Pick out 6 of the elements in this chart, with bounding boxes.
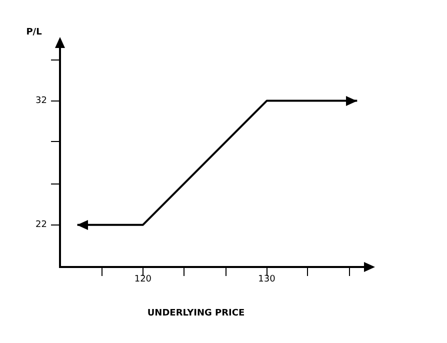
x-tick-label: 130 <box>258 274 276 285</box>
y-tick-label: 32 <box>36 96 47 106</box>
y-tick-label: 22 <box>36 220 47 230</box>
y-axis-title: P/L <box>26 27 42 38</box>
x-axis-title: UNDERLYING PRICE <box>147 308 245 318</box>
x-tick-label: 120 <box>134 274 152 285</box>
